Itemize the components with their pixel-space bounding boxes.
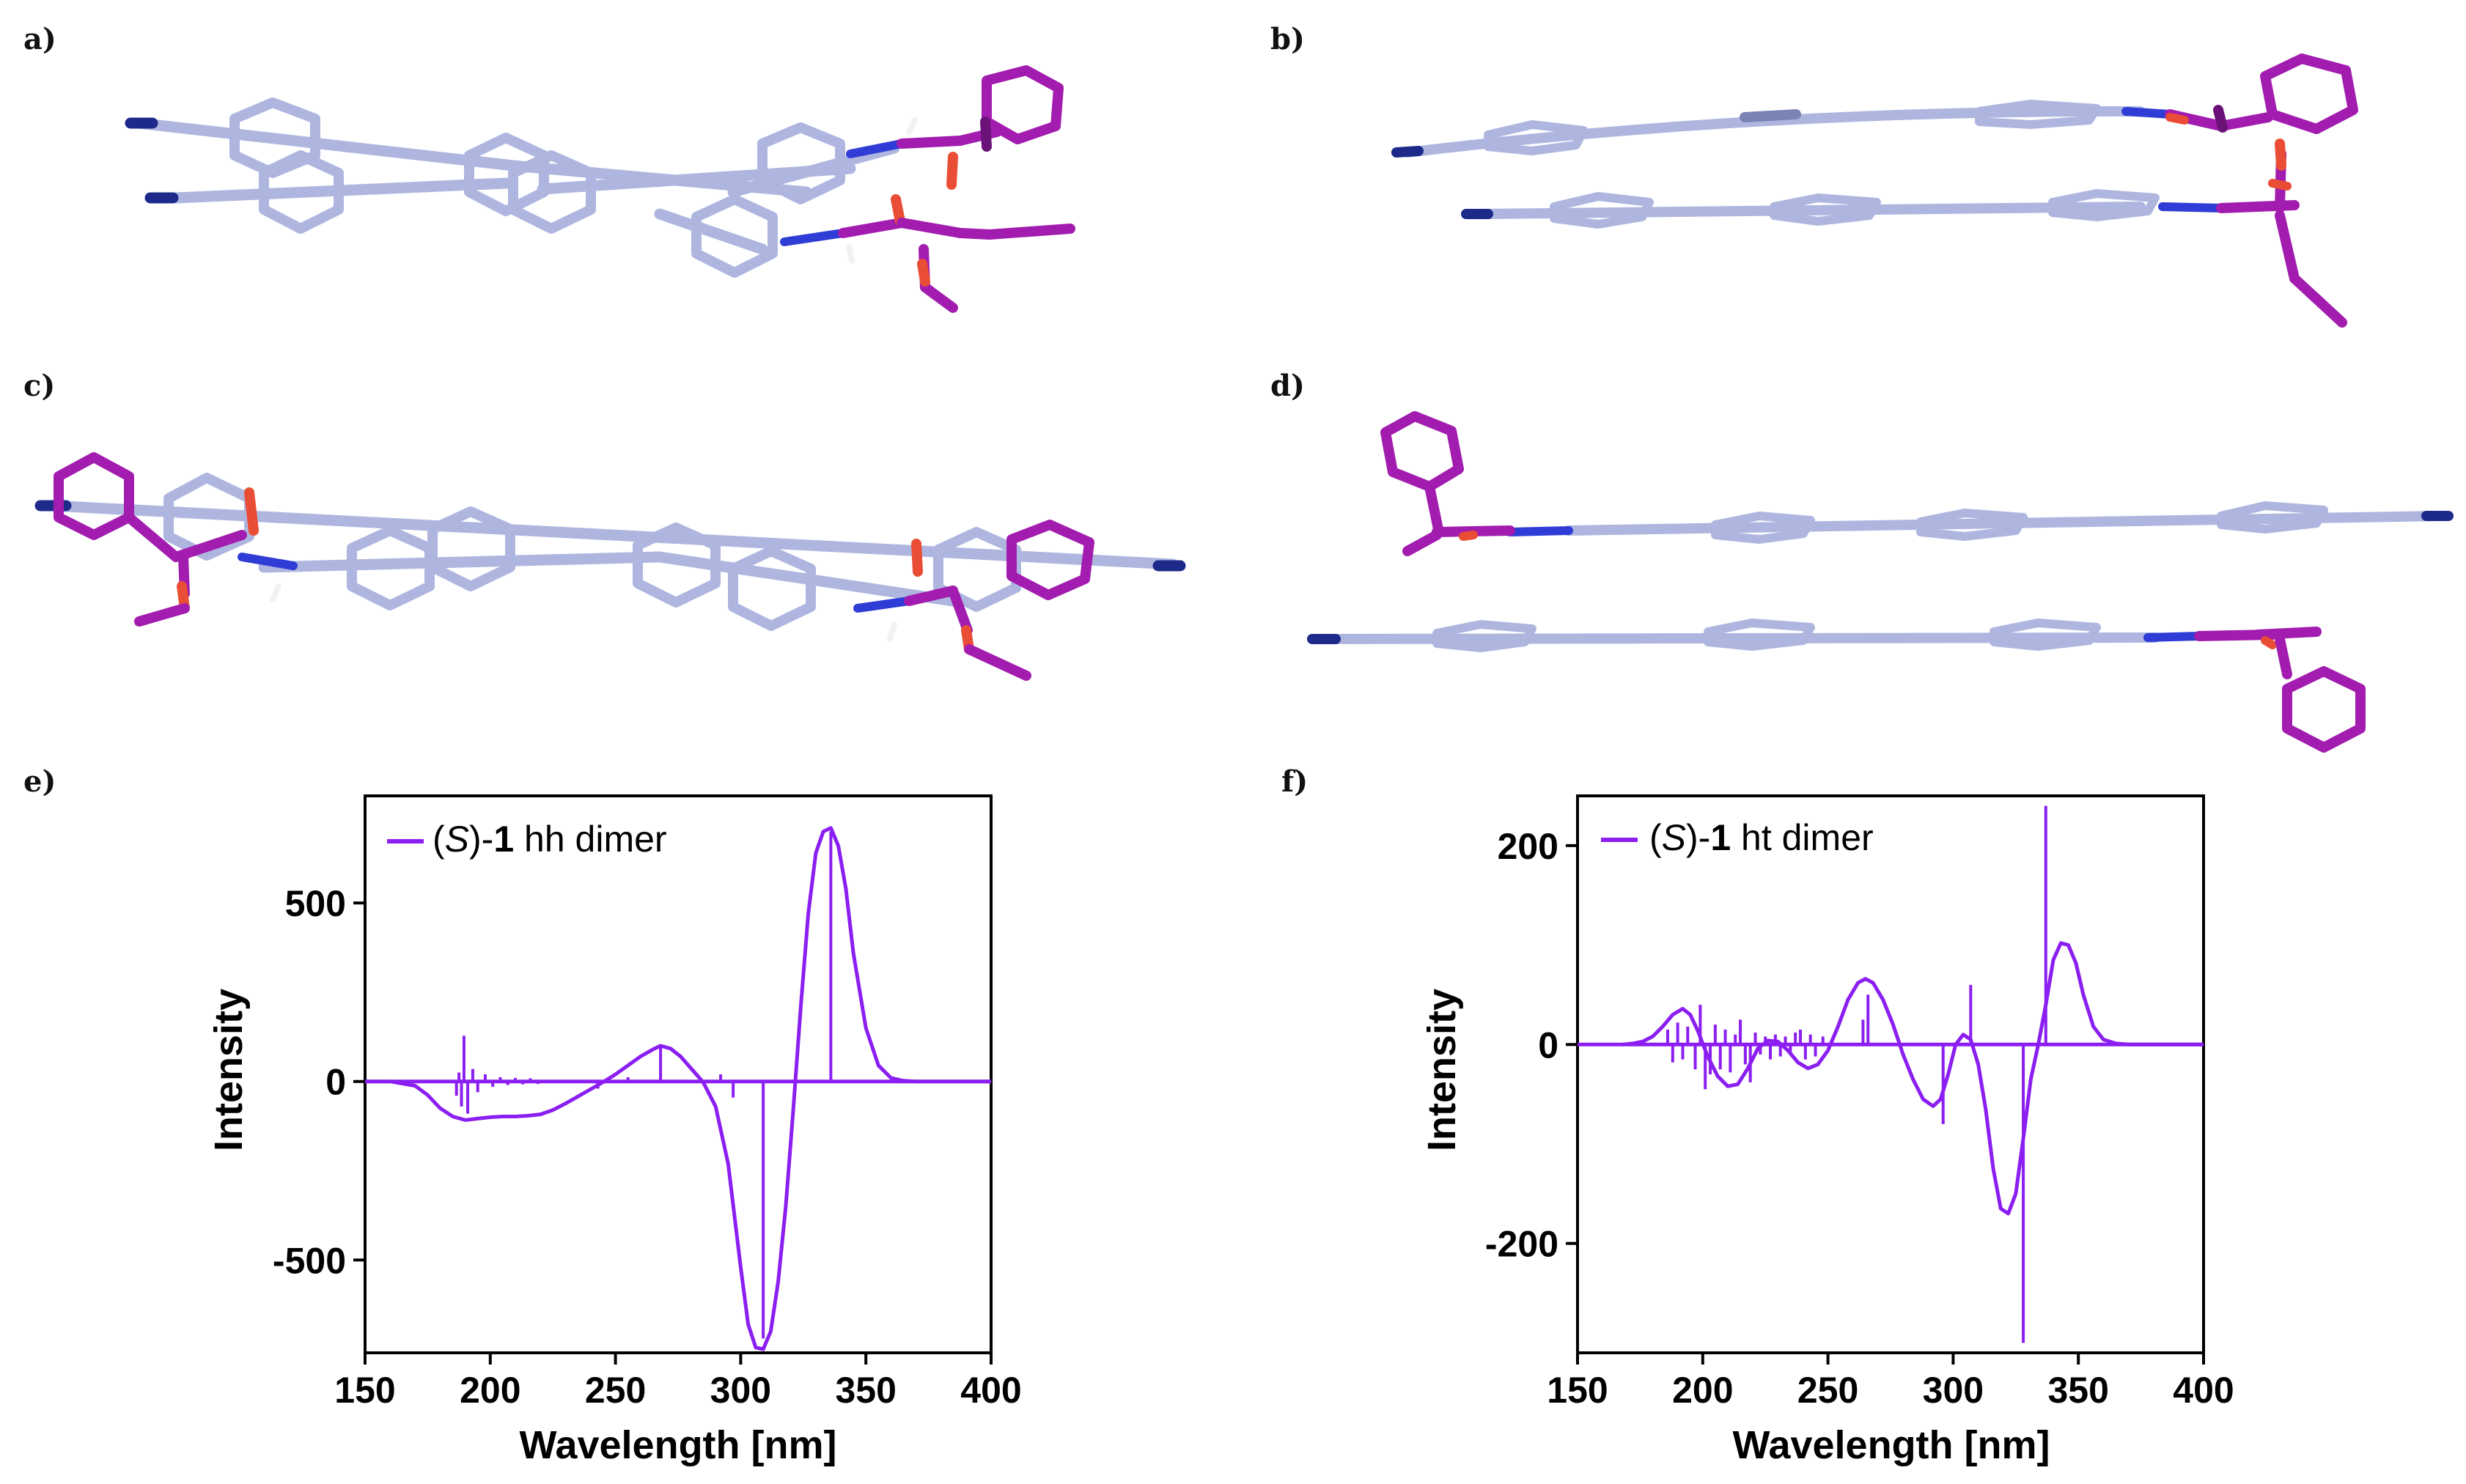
molecule-panel-a	[125, 65, 1075, 313]
x-tick-label-f-300: 300	[1923, 1370, 1984, 1411]
molecule-panel-d	[1307, 411, 2454, 753]
x-tick-label-f-250: 250	[1797, 1370, 1858, 1411]
molecule-panel-b	[1391, 53, 2358, 328]
x-tick-label-e-400: 400	[960, 1370, 1021, 1411]
x-tick-label-f-350: 350	[2047, 1370, 2108, 1411]
x-tick-label-f-200: 200	[1672, 1370, 1733, 1411]
x-tick-label-f-150: 150	[1547, 1370, 1608, 1411]
x-tick-label-e-300: 300	[710, 1370, 771, 1411]
panel-label-b: b)	[1270, 22, 1305, 56]
y-tick-label-f-0: 0	[1538, 1025, 1558, 1066]
x-axis-title-f: Wavelength [nm]	[1732, 1423, 2050, 1467]
x-axis-title-e: Wavelength [nm]	[519, 1423, 836, 1467]
x-tick-label-e-250: 250	[585, 1370, 646, 1411]
y-tick-label-f-200: 200	[1498, 826, 1558, 867]
spectrum-line-f	[1622, 941, 2204, 1216]
legend-label-e: (S)-1 hh dimer	[433, 819, 667, 860]
y-tick-label-e--500: -500	[273, 1240, 346, 1281]
chart-f: (S)-1 ht dimer Wavelength [nm] Intensity…	[1420, 794, 2234, 1467]
panel-label-a: a)	[23, 22, 56, 56]
x-tick-label-f-400: 400	[2173, 1370, 2234, 1411]
spectrum-line-e	[365, 826, 991, 1351]
legend-label-f: (S)-1 ht dimer	[1649, 817, 1874, 858]
x-tick-label-e-200: 200	[460, 1370, 520, 1411]
panel-label-c: c)	[23, 369, 55, 403]
panel-label-f: f)	[1281, 764, 1308, 799]
y-tick-label-e-0: 0	[325, 1062, 346, 1103]
x-tick-label-e-150: 150	[334, 1370, 395, 1411]
plot-frame-f	[1576, 794, 2205, 1354]
chart-e: (S)-1 hh dimer Wavelength [nm] Intensity…	[207, 794, 1022, 1467]
panel-label-d: d)	[1270, 369, 1305, 403]
y-axis-title-e: Intensity	[207, 989, 251, 1151]
x-tick-label-e-350: 350	[835, 1370, 896, 1411]
plot-frame-e	[364, 794, 993, 1354]
panel-label-e: e)	[23, 764, 56, 799]
molecule-panel-c	[34, 452, 1186, 681]
y-tick-label-e-500: 500	[285, 883, 346, 924]
y-axis-title-f: Intensity	[1420, 989, 1464, 1151]
y-tick-label-f--200: -200	[1485, 1224, 1558, 1265]
